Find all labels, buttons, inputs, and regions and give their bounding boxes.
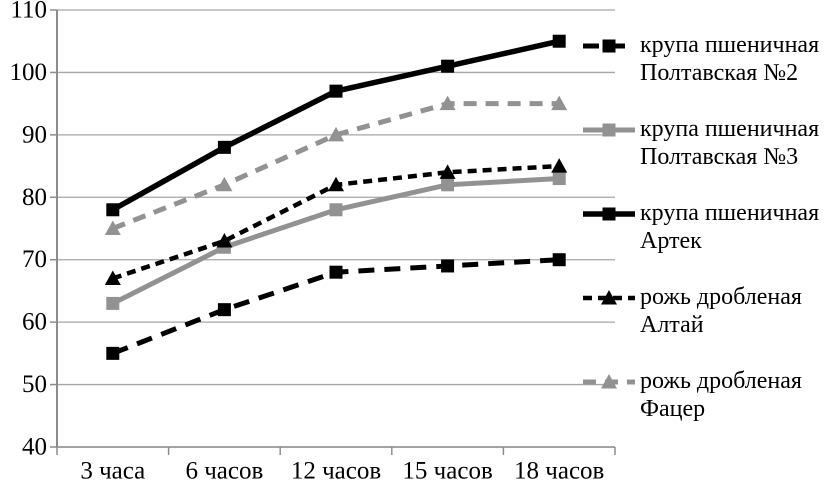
data-point-marker-series-0 (106, 346, 120, 360)
x-axis-label: 18 часов (514, 458, 604, 485)
legend-entry-altai: рожь дробленая Алтай (583, 283, 823, 339)
legend-label-line2: Фацер (640, 396, 706, 422)
data-point-marker-series-3 (328, 176, 344, 192)
data-point-marker-series-2 (441, 59, 455, 73)
x-axis-label: 6 часов (185, 458, 263, 485)
legend-label-line1: крупа пшеничная (640, 200, 820, 226)
legend-label: крупа пшеничная Полтавская №2 (640, 31, 819, 87)
legend-entry-artek: крупа пшеничная Артек (583, 199, 823, 255)
data-point-marker-series-1 (552, 172, 566, 186)
legend-marker-black-dashed-square-icon (583, 39, 635, 53)
data-point-marker-series-2 (329, 84, 343, 98)
legend-entry-poltavskaya-2: крупа пшеничная Полтавская №2 (583, 31, 823, 87)
y-axis-label: 50 (22, 371, 47, 398)
square-marker-icon (602, 207, 616, 221)
y-axis-label: 40 (22, 434, 47, 461)
data-point-marker-series-4 (439, 95, 456, 111)
legend-label-line2: Алтай (640, 312, 704, 338)
y-axis-label: 90 (22, 121, 47, 148)
legend-entry-fatser: рожь дробленая Фацер (583, 367, 823, 423)
legend-label: крупа пшеничная Полтавская №3 (640, 115, 819, 171)
data-point-marker-series-4 (104, 220, 121, 235)
legend-label-line1: крупа пшеничная (640, 116, 820, 142)
legend-label-line2: Артек (640, 228, 702, 254)
square-marker-icon (602, 39, 616, 53)
triangle-marker-icon (601, 374, 617, 389)
y-axis-label: 80 (22, 184, 47, 211)
legend-label-line2: Полтавская №2 (640, 60, 799, 86)
data-point-marker-series-4 (328, 126, 344, 142)
data-point-marker-series-2 (217, 140, 231, 154)
square-marker-icon (602, 123, 616, 137)
data-point-marker-series-2 (106, 203, 120, 217)
y-axis-label: 110 (10, 0, 47, 24)
legend-marker-gray-solid-square-icon (583, 123, 635, 137)
data-point-marker-series-1 (106, 296, 120, 310)
legend-label-line2: Полтавская №3 (640, 144, 799, 170)
x-axis-label: 3 часа (80, 458, 145, 485)
data-point-marker-series-3 (104, 270, 121, 285)
data-point-marker-series-4 (551, 95, 568, 111)
data-point-marker-series-3 (439, 164, 456, 179)
legend-label-line1: рожь дробленая (640, 368, 802, 394)
data-point-marker-series-1 (441, 178, 455, 192)
x-axis-label: 12 часов (291, 458, 381, 485)
data-point-marker-series-0 (552, 253, 566, 267)
legend-entry-poltavskaya-3: крупа пшеничная Полтавская №3 (583, 115, 823, 171)
y-axis-label: 70 (22, 246, 47, 273)
legend-label-line1: крупа пшеничная (640, 32, 820, 58)
legend-marker-gray-dashed-triangle-icon (583, 374, 635, 389)
data-point-marker-series-0 (441, 259, 455, 273)
data-point-marker-series-2 (552, 34, 566, 48)
legend-label: рожь дробленая Алтай (640, 283, 802, 339)
legend-marker-black-dashed-triangle-icon (583, 290, 635, 305)
data-point-marker-series-4 (216, 176, 233, 192)
data-point-marker-series-3 (216, 232, 233, 248)
data-point-marker-series-0 (217, 303, 231, 317)
y-axis-label: 100 (10, 59, 48, 86)
y-axis-label: 60 (22, 309, 47, 336)
data-point-marker-series-0 (329, 265, 343, 279)
legend-label: рожь дробленая Фацер (640, 367, 802, 423)
legend-label-line1: рожь дробленая (640, 284, 802, 310)
data-point-marker-series-1 (329, 203, 343, 217)
x-axis-label: 15 часов (402, 458, 492, 485)
chart-legend: крупа пшеничная Полтавская №2 крупа пшен… (583, 31, 823, 451)
triangle-marker-icon (601, 290, 617, 305)
legend-marker-black-solid-square-icon (583, 207, 635, 221)
legend-label: крупа пшеничная Артек (640, 199, 819, 255)
data-point-marker-series-3 (551, 158, 568, 173)
